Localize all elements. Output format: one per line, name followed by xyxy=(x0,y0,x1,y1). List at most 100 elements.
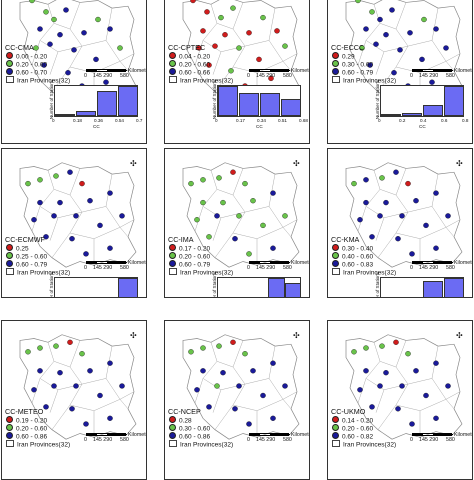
histogram-bar xyxy=(97,297,117,298)
station-dot-low xyxy=(274,28,280,34)
panel-title: CC-CMA xyxy=(5,43,34,52)
legend-item-boundary: Iran Provinces(32) xyxy=(169,76,233,85)
station-dot-mid xyxy=(200,199,206,206)
legend-label: 0.60 - 0.70 xyxy=(16,69,48,77)
legend-label: 0.60 - 0.86 xyxy=(179,433,211,441)
legend-boundary-label: Iran Provinces(32) xyxy=(17,77,71,85)
legend-boundary-label: Iran Provinces(32) xyxy=(180,77,234,85)
station-dot-high xyxy=(363,368,369,374)
legend-dot-high xyxy=(169,432,176,439)
station-dot-high xyxy=(31,217,37,223)
station-dot-high xyxy=(103,79,109,85)
province-boundary xyxy=(445,219,461,228)
station-dot-high xyxy=(395,406,401,412)
station-dot-high xyxy=(246,421,252,427)
scale-bar xyxy=(86,69,127,72)
station-dot-mid xyxy=(242,180,248,187)
scale-unit-label: Kilometers xyxy=(454,68,472,74)
station-dot-mid xyxy=(260,222,266,229)
station-dot-high xyxy=(69,236,75,242)
scale-tick: 145 290 xyxy=(93,437,113,443)
legend-item-mid: 0.20 - 0.60 xyxy=(332,424,373,433)
map-panel-kma: ✣ CC-KMA 0.30 - 0.40 0.40 - 0.60 0.60 - 0.83… xyxy=(327,148,473,298)
station-dot-low xyxy=(79,180,85,187)
station-dot-high xyxy=(270,190,276,196)
scale-unit-label: Kilometers xyxy=(128,432,146,438)
station-dot-high xyxy=(377,213,383,219)
province-boundary xyxy=(119,53,135,62)
station-dot-high xyxy=(206,404,212,410)
province-boundary xyxy=(214,383,246,430)
legend-boundary-label: Iran Provinces(32) xyxy=(343,77,397,85)
legend-label: 0.25 xyxy=(16,245,29,253)
legend-dot-low xyxy=(6,416,13,423)
province-boundary xyxy=(212,389,222,413)
panel-title: CC-NCEP xyxy=(168,407,201,416)
station-dot-mid xyxy=(194,217,200,223)
legend-boundary-swatch xyxy=(169,440,177,447)
legend-label: 0.30 - 0.40 xyxy=(342,245,374,253)
hist-tick-label: 0.4 xyxy=(420,118,427,123)
province-boundary xyxy=(210,340,244,368)
station-dot-mid xyxy=(236,45,242,51)
scale-bar-fill xyxy=(433,70,453,71)
station-dot-mid xyxy=(282,213,288,219)
map-canvas xyxy=(345,334,463,440)
station-dot-low xyxy=(222,32,228,38)
legend-dot-mid xyxy=(169,424,176,431)
province-map xyxy=(19,0,137,102)
province-boundary xyxy=(51,45,83,92)
legend-label: 0.60 - 0.66 xyxy=(179,69,211,77)
map-panel-ukmo: ✣ CC-UKMO 0.14 - 0.20 0.20 - 0.60 0.60 - 0.8… xyxy=(327,320,473,480)
legend-item-high: 0.60 - 0.70 xyxy=(6,68,47,77)
province-boundary xyxy=(375,217,385,241)
station-dot-high xyxy=(377,16,383,23)
scale-tick: 145 290 xyxy=(419,437,439,443)
hist-tick-label: 0.18 xyxy=(73,118,82,123)
legend-item-low: 0.17 - 0.20 xyxy=(169,244,210,253)
station-dot-high xyxy=(270,415,276,421)
province-boundary xyxy=(419,399,447,411)
legend-item-low: 0.25 xyxy=(6,244,29,253)
station-dot-high xyxy=(433,190,439,196)
legend-dot-low xyxy=(6,244,13,251)
legend-item-low: 0.14 - 0.20 xyxy=(332,416,373,425)
legend-dot-mid xyxy=(169,60,176,67)
station-dot-mid xyxy=(228,68,234,74)
station-dot-mid xyxy=(37,345,43,351)
legend-item-mid: 0.20 - 0.60 xyxy=(6,60,47,69)
station-dot-high xyxy=(413,368,419,374)
hist-tick-label: 0 xyxy=(52,118,55,123)
hist-tick-label: 0.54 xyxy=(115,118,124,123)
station-dot-high xyxy=(389,7,395,13)
station-dot-mid xyxy=(216,343,222,349)
station-dot-high xyxy=(395,236,401,242)
station-dot-high xyxy=(377,383,383,389)
province-boundary xyxy=(282,53,298,62)
legend-label: 0.29 xyxy=(342,53,355,61)
station-dot-high xyxy=(409,421,415,427)
station-dot-high xyxy=(69,406,75,412)
legend-label: 0.60 - 0.83 xyxy=(342,261,374,269)
map-canvas xyxy=(182,334,300,440)
north-arrow-icon: ✣ xyxy=(130,331,137,340)
station-dot-mid xyxy=(379,343,385,349)
province-boundary xyxy=(373,340,407,368)
legend-label: 0.60 - 0.86 xyxy=(16,433,48,441)
scale-bar-fill xyxy=(433,434,453,435)
legend-boundary-label: Iran Provinces(32) xyxy=(180,269,234,277)
province-boundary xyxy=(194,189,218,232)
legend-dot-low xyxy=(332,244,339,251)
station-dot-high xyxy=(407,30,413,36)
station-dot-low xyxy=(67,339,73,345)
scale-bar xyxy=(412,261,453,264)
station-dot-low xyxy=(206,62,212,68)
province-boundary xyxy=(445,391,461,400)
hist-tick-label: 0 xyxy=(378,118,381,123)
scale-tick: 0 xyxy=(410,437,413,443)
legend-dot-mid xyxy=(332,424,339,431)
station-dot-high xyxy=(433,415,439,421)
station-dot-high xyxy=(65,70,71,76)
legend-boundary-swatch xyxy=(332,440,340,447)
scale-unit-label: Kilometers xyxy=(291,68,309,74)
